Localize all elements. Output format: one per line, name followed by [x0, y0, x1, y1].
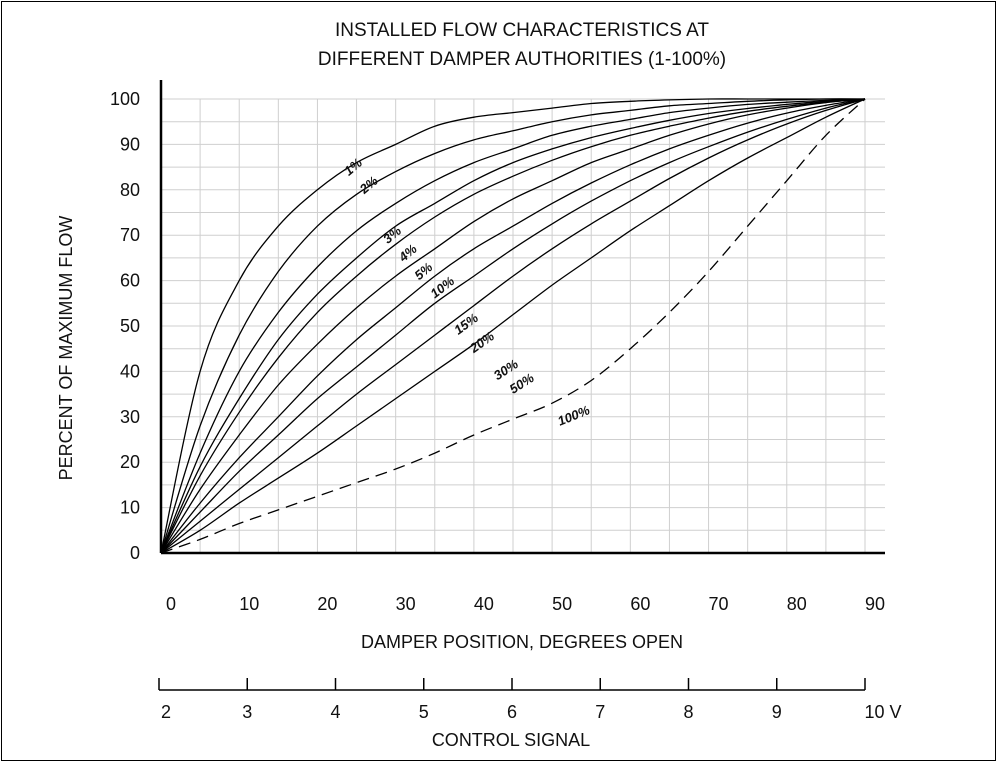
curve-20pct	[160, 98, 866, 554]
chart-title-line-1: INSTALLED FLOW CHARACTERISTICS AT	[335, 20, 709, 41]
x-tick-label: 70	[709, 594, 729, 614]
control-signal-tick-label: 6	[507, 702, 517, 722]
control-signal-tick-label: 7	[595, 702, 605, 722]
x-tick-label: 60	[630, 594, 650, 614]
curves	[160, 98, 866, 554]
curve-label: 1%	[341, 155, 365, 179]
y-tick-label: 100	[110, 89, 140, 109]
x-tick-label: 10	[239, 594, 259, 614]
y-tick-label: 10	[120, 498, 140, 518]
control-signal-tick-label: 2	[161, 702, 171, 722]
x-tick-label: 30	[396, 594, 416, 614]
curve-3pct	[160, 98, 866, 554]
curve-label: 100%	[555, 402, 592, 429]
y-tick-label: 90	[120, 134, 140, 154]
x-tick-label: 50	[552, 594, 572, 614]
chart-title-line-2: DIFFERENT DAMPER AUTHORITIES (1-100%)	[318, 49, 726, 70]
control-signal-tick-label: 9	[772, 702, 782, 722]
y-axis-label: PERCENT OF MAXIMUM FLOW	[56, 216, 76, 481]
curve-30pct	[160, 98, 866, 554]
x-tick-label: 80	[787, 594, 807, 614]
curve-100pct	[160, 98, 866, 554]
grid	[161, 98, 885, 553]
y-tick-label: 40	[120, 361, 140, 381]
x-axis-label: DAMPER POSITION, DEGREES OPEN	[361, 632, 683, 652]
y-tick-label: 0	[130, 543, 140, 563]
y-tick-label: 70	[120, 225, 140, 245]
x-tick-label: 40	[474, 594, 494, 614]
curve-50pct	[160, 98, 866, 554]
x-tick-label: 0	[166, 594, 176, 614]
control-signal-tick-label: 5	[419, 702, 429, 722]
x-tick-label: 90	[865, 594, 885, 614]
y-tick-label: 30	[120, 407, 140, 427]
y-tick-label: 60	[120, 271, 140, 291]
curve-10pct	[160, 98, 866, 554]
control-signal-tick-label: 8	[683, 702, 693, 722]
control-signal-tick-label: 10 V	[864, 702, 901, 722]
secondary-axis-label: CONTROL SIGNAL	[432, 730, 590, 750]
y-tick-label: 50	[120, 316, 140, 336]
control-signal-tick-label: 4	[330, 702, 340, 722]
curve-2pct	[160, 98, 866, 554]
curve-4pct	[160, 98, 866, 554]
curve-15pct	[160, 98, 866, 554]
curve-label: 2%	[356, 173, 381, 197]
curve-label: 15%	[451, 310, 481, 338]
y-tick-label: 20	[120, 452, 140, 472]
curve-5pct	[160, 98, 866, 554]
axes: 0 10 20 30 40 50 60 70 80 90 100 0 10 20 30 40 50 60 70 80 9…	[110, 80, 902, 722]
control-signal-tick-label: 3	[242, 702, 252, 722]
curve-label: 20%	[466, 328, 497, 356]
y-tick-label: 80	[120, 180, 140, 200]
curve-label: 3%	[380, 223, 404, 247]
curve-1pct	[160, 98, 865, 554]
x-tick-label: 20	[317, 594, 337, 614]
